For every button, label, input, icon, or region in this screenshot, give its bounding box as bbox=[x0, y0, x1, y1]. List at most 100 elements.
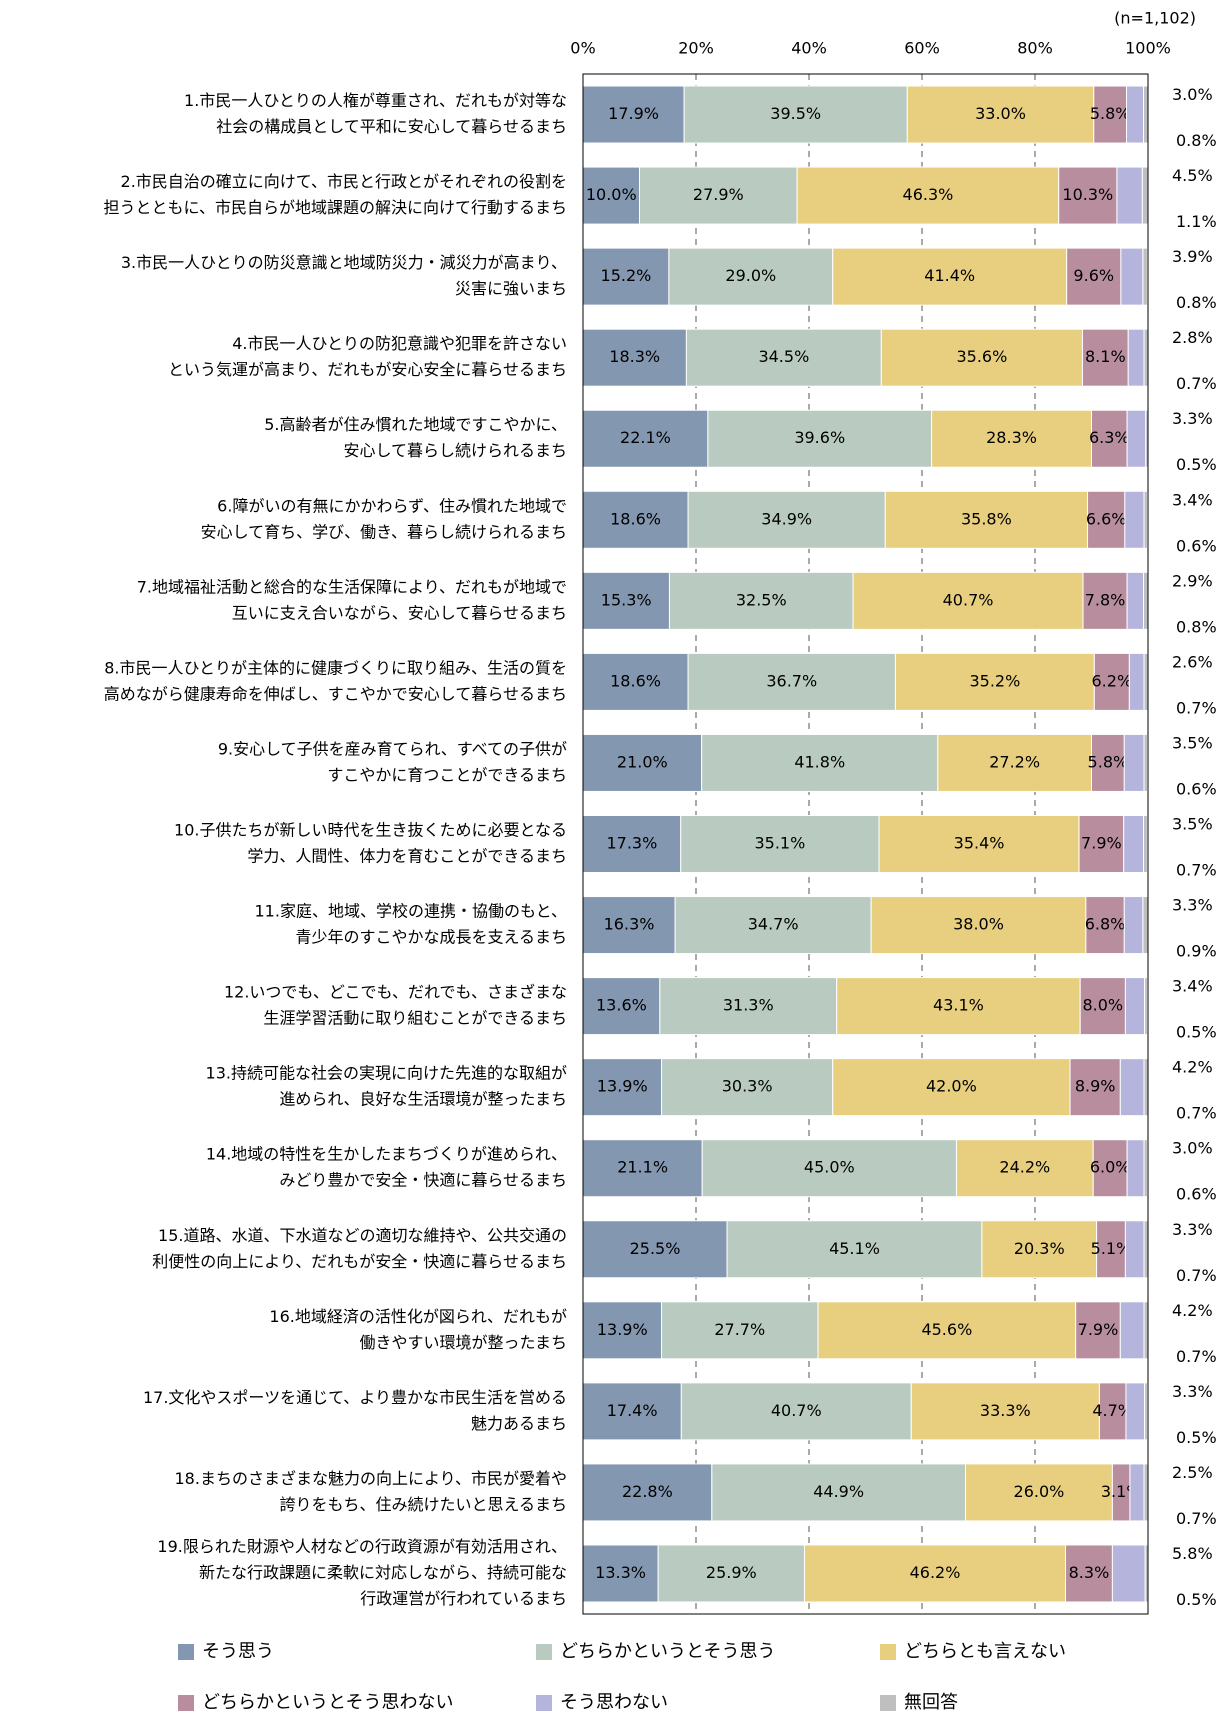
data-label: 34.7% bbox=[748, 915, 799, 934]
x-tick-label: 80% bbox=[1017, 39, 1053, 58]
bar-segment bbox=[1111, 1544, 1146, 1603]
data-label: 38.0% bbox=[953, 915, 1004, 934]
data-label: 35.2% bbox=[969, 671, 1020, 690]
bar-segment bbox=[1091, 409, 1128, 468]
category-label: 魅力あるまち bbox=[471, 1414, 567, 1433]
legend-label: そう思う bbox=[202, 1641, 274, 1662]
data-label: 35.8% bbox=[961, 509, 1012, 528]
bar-segment bbox=[582, 1301, 663, 1360]
legend-label: どちらかというとそう思う bbox=[560, 1641, 775, 1662]
legend-swatch bbox=[880, 1695, 896, 1711]
data-label: 46.2% bbox=[910, 1563, 961, 1582]
bar-segment bbox=[1142, 247, 1148, 306]
bar-segment bbox=[1078, 815, 1125, 873]
data-label: 13.9% bbox=[597, 1077, 648, 1096]
bar-segment bbox=[1124, 490, 1145, 549]
category-label: 進められ、良好な生活環境が整ったまち bbox=[279, 1090, 567, 1109]
category-label: 互いに支え合いながら、安心して暮らせるまち bbox=[232, 603, 567, 622]
category-label: 19.限られた財源や人材などの行政資源が有効活用され、 bbox=[157, 1537, 567, 1556]
bar-segment bbox=[1093, 652, 1130, 711]
bar-segment bbox=[796, 166, 1060, 225]
bar-segment bbox=[1093, 85, 1128, 144]
bar-segment bbox=[1119, 1058, 1145, 1117]
legend-swatch bbox=[536, 1695, 552, 1711]
category-label: 高めながら健康寿命を伸ばし、すこやかで安心して暮らせるまち bbox=[104, 684, 567, 703]
category-label: 安心して育ち、学び、働き、暮らし続けられるまち bbox=[201, 522, 567, 541]
category-label: 誇りをもち、住み続けたいと思えるまち bbox=[279, 1495, 567, 1514]
bar-segment bbox=[582, 1544, 659, 1603]
category-label: 13.持続可能な社会の実現に向けた先進的な取組が bbox=[206, 1064, 567, 1083]
legend-swatch bbox=[178, 1695, 194, 1711]
data-label: 5.1% bbox=[1091, 1239, 1132, 1258]
x-tick-label: 0% bbox=[570, 39, 595, 58]
bar-segment bbox=[687, 652, 896, 711]
bar-segment bbox=[1143, 1301, 1149, 1360]
bar-segment bbox=[701, 1139, 957, 1198]
data-label: 0.7% bbox=[1176, 1509, 1217, 1528]
bar-segment bbox=[852, 571, 1084, 630]
bar-segment bbox=[1143, 490, 1148, 549]
data-label: 4.2% bbox=[1172, 1058, 1213, 1077]
bar-segment bbox=[657, 1544, 805, 1603]
data-label: 0.5% bbox=[1176, 1023, 1217, 1042]
data-label: 6.6% bbox=[1086, 509, 1127, 528]
bar-segment bbox=[1123, 733, 1145, 792]
bar-segment bbox=[701, 733, 939, 792]
data-label: 3.5% bbox=[1172, 733, 1213, 752]
category-label: 学力、人間性、体力を育むことができるまち bbox=[247, 847, 567, 866]
bar-segment bbox=[1126, 409, 1147, 468]
data-label: 17.3% bbox=[606, 834, 657, 853]
data-label: 2.8% bbox=[1172, 328, 1213, 347]
data-label: 27.2% bbox=[989, 752, 1040, 771]
data-label: 7.9% bbox=[1078, 1320, 1119, 1339]
bar-segment bbox=[1143, 1058, 1149, 1117]
bar-segment bbox=[1143, 652, 1149, 711]
data-label: 17.4% bbox=[607, 1401, 658, 1420]
category-label: 行政運営が行われているまち bbox=[360, 1589, 567, 1608]
data-label: 7.8% bbox=[1085, 590, 1126, 609]
bar-segment bbox=[1143, 733, 1148, 792]
data-label: 3.3% bbox=[1172, 1220, 1213, 1239]
data-label: 45.1% bbox=[829, 1239, 880, 1258]
data-label: 3.0% bbox=[1172, 1139, 1213, 1158]
data-label: 2.6% bbox=[1172, 652, 1213, 671]
data-label: 3.3% bbox=[1172, 896, 1213, 915]
data-label: 4.7% bbox=[1092, 1401, 1133, 1420]
data-label: 0.7% bbox=[1176, 374, 1217, 393]
data-label: 3.4% bbox=[1172, 490, 1213, 509]
bar-segment bbox=[683, 85, 908, 144]
data-label: 34.5% bbox=[758, 347, 809, 366]
bar-segment bbox=[1126, 571, 1144, 630]
data-label: 16.3% bbox=[604, 915, 655, 934]
data-label: 13.6% bbox=[596, 996, 647, 1015]
bar-segment bbox=[836, 977, 1081, 1036]
category-label: 利便性の向上により、だれもが安全・快適に暮らせるまち bbox=[152, 1252, 567, 1271]
bar-segment bbox=[870, 896, 1087, 955]
category-label: 2.市民自治の確立に向けて、市民と行政とがそれぞれの役割を bbox=[121, 172, 567, 191]
legend-label: 無回答 bbox=[904, 1692, 958, 1713]
data-label: 21.1% bbox=[617, 1158, 668, 1177]
data-label: 10.0% bbox=[586, 185, 637, 204]
legend-label: どちらかというとそう思わない bbox=[202, 1692, 453, 1713]
category-label: 11.家庭、地域、学校の連携・協働のもと、 bbox=[255, 902, 568, 921]
category-label: 17.文化やスポーツを通じて、より豊かな市民生活を営める bbox=[143, 1388, 567, 1407]
category-label: 10.子供たちが新しい時代を生き抜くために必要となる bbox=[174, 821, 567, 840]
category-label: 12.いつでも、どこでも、だれでも、さまざまな bbox=[224, 983, 567, 1002]
bar-segment bbox=[832, 1058, 1071, 1117]
legend-swatch bbox=[536, 1644, 552, 1660]
legend-swatch bbox=[178, 1644, 194, 1660]
category-label: 4.市民一人ひとりの防犯意識や犯罪を許さない bbox=[232, 334, 567, 353]
bar-segment bbox=[1098, 1382, 1127, 1441]
data-label: 22.1% bbox=[620, 428, 671, 447]
data-label: 26.0% bbox=[1014, 1482, 1065, 1501]
category-label: 9.安心して子供を産み育てられ、すべての子供が bbox=[218, 739, 567, 758]
bar-segment bbox=[680, 815, 880, 873]
bar-segment bbox=[1144, 977, 1148, 1036]
data-label: 5.8% bbox=[1090, 104, 1131, 123]
category-label: 社会の構成員として平和に安心して暮らせるまち bbox=[216, 117, 567, 136]
bar-segment bbox=[884, 490, 1089, 549]
data-label: 0.7% bbox=[1176, 1347, 1217, 1366]
bar-segment bbox=[1129, 1463, 1145, 1522]
category-label: 6.障がいの有無にかかわらず、住み慣れた地域で bbox=[217, 496, 567, 515]
